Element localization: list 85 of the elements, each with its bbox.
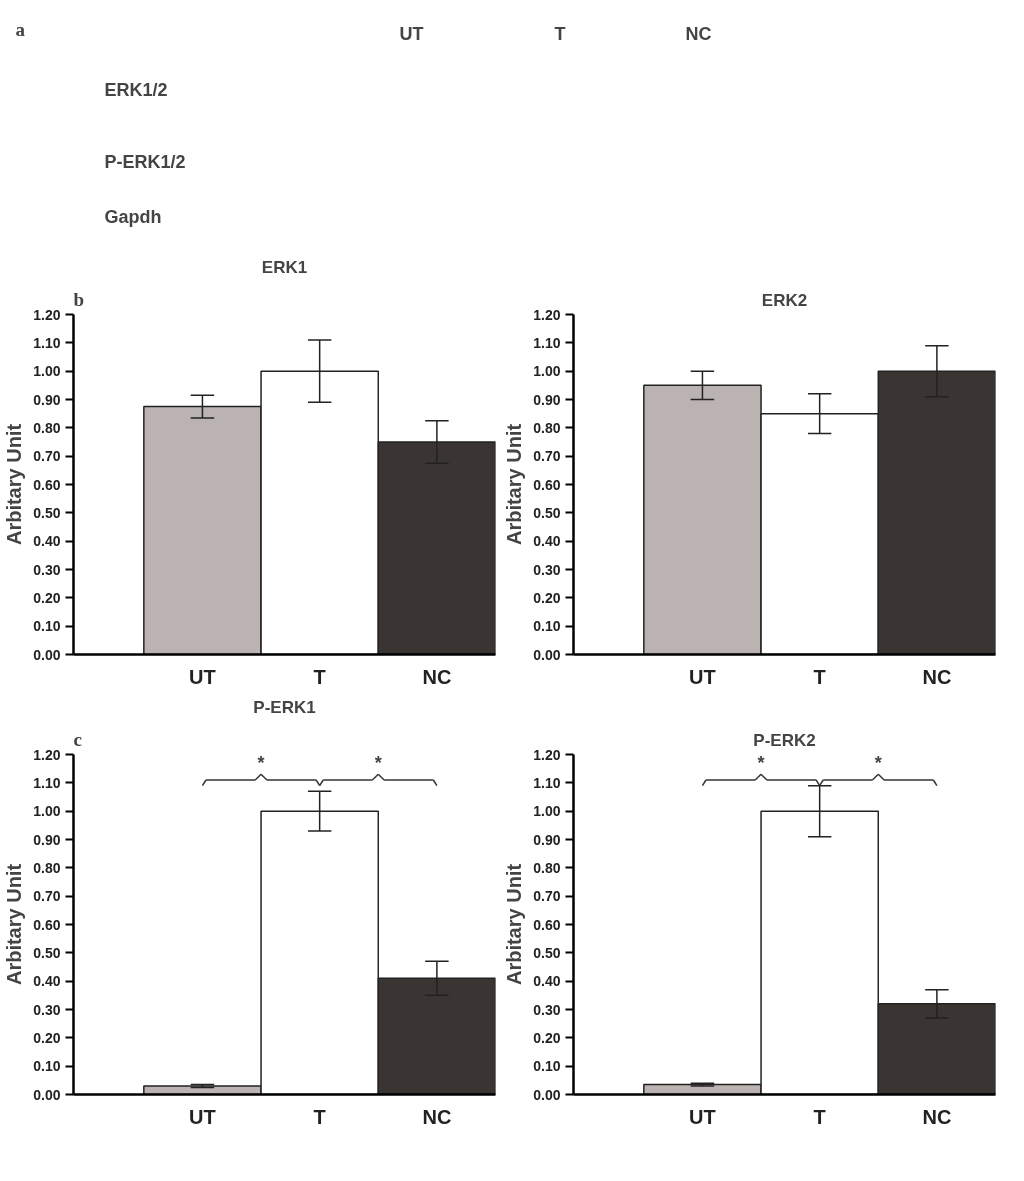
y-axis-title: Arbitary Unit xyxy=(3,423,26,546)
x-tick-label: T xyxy=(313,1105,326,1128)
y-tick-label: 0.70 xyxy=(33,448,61,465)
y-tick-label: 0.80 xyxy=(533,859,561,876)
text: Gapdh xyxy=(104,206,162,227)
y-tick-label: 0.80 xyxy=(33,419,61,436)
x-tick-label: UT xyxy=(689,1105,716,1128)
y-tick-label: 0.90 xyxy=(33,831,61,848)
text: UT xyxy=(399,24,424,45)
y-tick-label: 1.00 xyxy=(33,803,61,820)
text: T xyxy=(554,24,566,45)
y-tick-label: 0.00 xyxy=(33,1086,61,1103)
y-tick-label: 0.20 xyxy=(533,589,561,606)
y-tick-label: 0.50 xyxy=(33,504,61,521)
chart-title: P-ERK2 xyxy=(753,730,816,750)
y-tick-label: 0.00 xyxy=(33,646,61,663)
y-tick-label: 0.80 xyxy=(533,419,561,436)
y-tick-label: 0.70 xyxy=(533,448,561,465)
y-tick-label: 0.10 xyxy=(533,618,561,635)
chart-title: P-ERK1 xyxy=(253,697,316,717)
y-tick-label: 0.10 xyxy=(533,1058,561,1075)
y-tick-label: 0.10 xyxy=(33,618,61,635)
y-tick-label: 0.40 xyxy=(533,533,561,550)
y-tick-label: 0.00 xyxy=(533,1086,561,1103)
y-tick-label: 0.00 xyxy=(533,646,561,663)
y-tick-label: 0.60 xyxy=(33,476,61,493)
y-tick-label: 1.00 xyxy=(533,803,561,820)
y-tick-label: 0.50 xyxy=(533,944,561,961)
y-tick-label: 1.20 xyxy=(33,746,61,763)
y-tick-label: 0.90 xyxy=(33,391,61,408)
x-tick-label: NC xyxy=(422,665,452,688)
y-tick-label: 0.40 xyxy=(33,973,61,990)
text: a xyxy=(15,19,26,40)
text: ERK1/2 xyxy=(104,79,168,100)
text: NC xyxy=(685,24,712,45)
y-tick-label: 0.70 xyxy=(33,888,61,905)
y-tick-label: 0.20 xyxy=(533,1029,561,1046)
y-tick-label: 0.60 xyxy=(533,916,561,933)
x-tick-label: UT xyxy=(189,1105,216,1128)
y-tick-label: 0.30 xyxy=(33,561,61,578)
y-axis-title: Arbitary Unit xyxy=(503,423,526,546)
y-tick-label: 0.30 xyxy=(533,1001,561,1018)
annotation: * xyxy=(257,753,265,773)
y-tick-label: 0.60 xyxy=(533,476,561,493)
y-tick-label: 0.70 xyxy=(533,888,561,905)
y-tick-label: 1.10 xyxy=(533,334,561,351)
y-axis-title: Arbitary Unit xyxy=(3,863,26,986)
text: b xyxy=(73,288,85,310)
y-tick-label: 0.50 xyxy=(533,504,561,521)
y-tick-label: 1.20 xyxy=(533,306,561,323)
y-tick-label: 1.00 xyxy=(33,363,61,380)
y-tick-label: 0.90 xyxy=(533,831,561,848)
chart-title: ERK2 xyxy=(761,290,808,310)
y-tick-label: 0.30 xyxy=(33,1001,61,1018)
x-tick-label: T xyxy=(813,1105,826,1128)
text: P-ERK1/2 xyxy=(104,151,186,172)
x-tick-label: NC xyxy=(422,1105,452,1128)
y-tick-label: 1.00 xyxy=(533,363,561,380)
y-tick-label: 0.40 xyxy=(33,533,61,550)
x-tick-label: UT xyxy=(689,665,716,688)
x-tick-label: NC xyxy=(922,665,952,688)
annotation: * xyxy=(374,753,382,773)
y-tick-label: 0.20 xyxy=(33,589,61,606)
y-tick-label: 1.10 xyxy=(33,334,61,351)
chart-title: ERK1 xyxy=(261,257,308,277)
annotation: * xyxy=(757,753,765,773)
y-tick-label: 0.30 xyxy=(533,561,561,578)
x-tick-label: NC xyxy=(922,1105,952,1128)
x-tick-label: UT xyxy=(189,665,216,688)
x-tick-label: T xyxy=(813,665,826,688)
y-tick-label: 1.10 xyxy=(33,774,61,791)
y-tick-label: 0.10 xyxy=(33,1058,61,1075)
y-tick-label: 0.90 xyxy=(533,391,561,408)
y-tick-label: 0.80 xyxy=(33,859,61,876)
y-tick-label: 1.20 xyxy=(533,746,561,763)
x-tick-label: T xyxy=(313,665,326,688)
text: c xyxy=(73,728,82,750)
annotation: * xyxy=(874,753,882,773)
y-tick-label: 1.10 xyxy=(533,774,561,791)
y-tick-label: 1.20 xyxy=(33,306,61,323)
y-tick-label: 0.40 xyxy=(533,973,561,990)
y-axis-title: Arbitary Unit xyxy=(503,863,526,986)
y-tick-label: 0.20 xyxy=(33,1029,61,1046)
y-tick-label: 0.50 xyxy=(33,944,61,961)
y-tick-label: 0.60 xyxy=(33,916,61,933)
